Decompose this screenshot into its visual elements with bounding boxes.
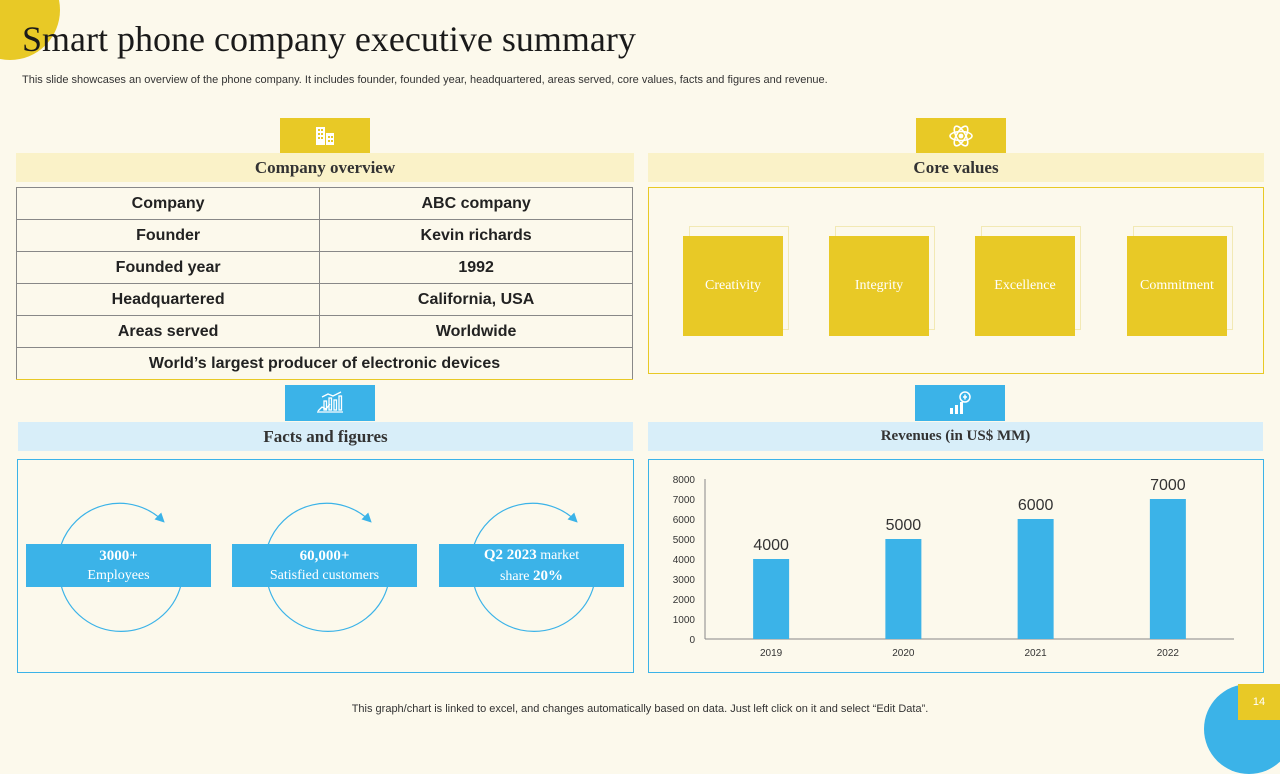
bar: [753, 559, 790, 639]
core-value-label: Excellence: [975, 236, 1075, 336]
y-tick-label: 0: [689, 635, 695, 646]
core-value-card: Excellence: [975, 226, 1081, 336]
table-cell: World’s largest producer of electronic d…: [16, 347, 633, 380]
fact-value: 60,000+: [299, 547, 350, 564]
fact-value: Q2 2023: [483, 546, 537, 563]
fact-label: market: [536, 547, 580, 563]
building-icon: [316, 127, 334, 145]
page-title: Smart phone company executive summary: [22, 19, 636, 59]
table-row: World’s largest producer of electronic d…: [16, 347, 633, 380]
revenue-chart-panel: [648, 459, 1264, 673]
footer-note: This graph/chart is linked to excel, and…: [351, 703, 929, 715]
page-number: 14: [1238, 684, 1280, 720]
core-value-card: Creativity: [683, 226, 789, 336]
y-tick-label: 3000: [673, 575, 696, 586]
facts-panel: [17, 459, 634, 673]
table-cell: Founded year: [15, 251, 321, 284]
revenue-tab: [915, 385, 1005, 421]
core-values-panel: [648, 187, 1264, 374]
x-tick-label: 2020: [892, 648, 915, 659]
x-tick-label: 2021: [1025, 648, 1048, 659]
table-row: Headquartered California, USA: [15, 283, 633, 316]
facts-tab: [285, 385, 375, 421]
bar: [1017, 519, 1054, 639]
atom-icon: [949, 125, 973, 147]
y-tick-label: 2000: [673, 595, 696, 606]
revenue-chart: 0 1000 2000 3000 4000 5000 6000 7000 8000 4000 201…: [673, 475, 1234, 659]
core-values-tab: [916, 118, 1006, 154]
core-value-label: Integrity: [829, 236, 929, 336]
y-tick-label: 5000: [673, 535, 696, 546]
company-overview-table: Company ABC company Founder Kevin richar…: [15, 187, 633, 380]
page-subtitle: This slide showcases an overview of the …: [22, 74, 828, 86]
facts-header: Facts and figures: [18, 422, 633, 451]
fact-value: 3000+: [99, 547, 138, 564]
core-value-label: Commitment: [1127, 236, 1227, 336]
table-cell: Kevin richards: [319, 219, 633, 252]
bar: [1149, 499, 1186, 639]
x-tick-label: 2022: [1157, 648, 1180, 659]
data-label: 6000: [1018, 497, 1054, 514]
table-cell: 1992: [319, 251, 633, 284]
core-value-card: Integrity: [829, 226, 935, 336]
core-values-header: Core values: [648, 153, 1264, 182]
y-tick-label: 8000: [673, 475, 696, 486]
table-row: Company ABC company: [15, 187, 633, 220]
data-label: 7000: [1150, 477, 1186, 494]
chart-hand-icon: [317, 391, 343, 413]
core-value-card: Commitment: [1127, 226, 1233, 336]
fact-label: Satisfied customers: [269, 567, 380, 583]
growth-chart-icon: [950, 391, 971, 414]
y-tick-label: 6000: [673, 515, 696, 526]
bar: [885, 539, 922, 639]
revenue-header: Revenues (in US$ MM): [648, 422, 1263, 451]
table-cell: California, USA: [319, 283, 633, 316]
fact-value: 20%: [533, 567, 564, 584]
data-label: 4000: [753, 537, 789, 554]
fact-employees: 3000+ Employees: [26, 544, 211, 587]
y-tick-label: 7000: [673, 495, 696, 506]
company-overview-header: Company overview: [16, 153, 634, 182]
table-cell: Worldwide: [319, 315, 633, 348]
facts-cycle-arrows: [60, 502, 595, 632]
x-tick-label: 2019: [760, 648, 783, 659]
table-row: Founded year 1992: [15, 251, 633, 284]
table-row: Founder Kevin richards: [15, 219, 633, 252]
y-tick-label: 1000: [673, 615, 696, 626]
fact-label: share: [499, 568, 534, 584]
data-label: 5000: [886, 517, 922, 534]
fact-market-share: Q2 2023 market share 20%: [439, 544, 624, 587]
y-tick-label: 4000: [673, 555, 696, 566]
fact-label: Employees: [87, 567, 150, 583]
fact-customers: 60,000+ Satisfied customers: [232, 544, 417, 587]
company-overview-tab: [280, 118, 370, 154]
core-value-label: Creativity: [683, 236, 783, 336]
